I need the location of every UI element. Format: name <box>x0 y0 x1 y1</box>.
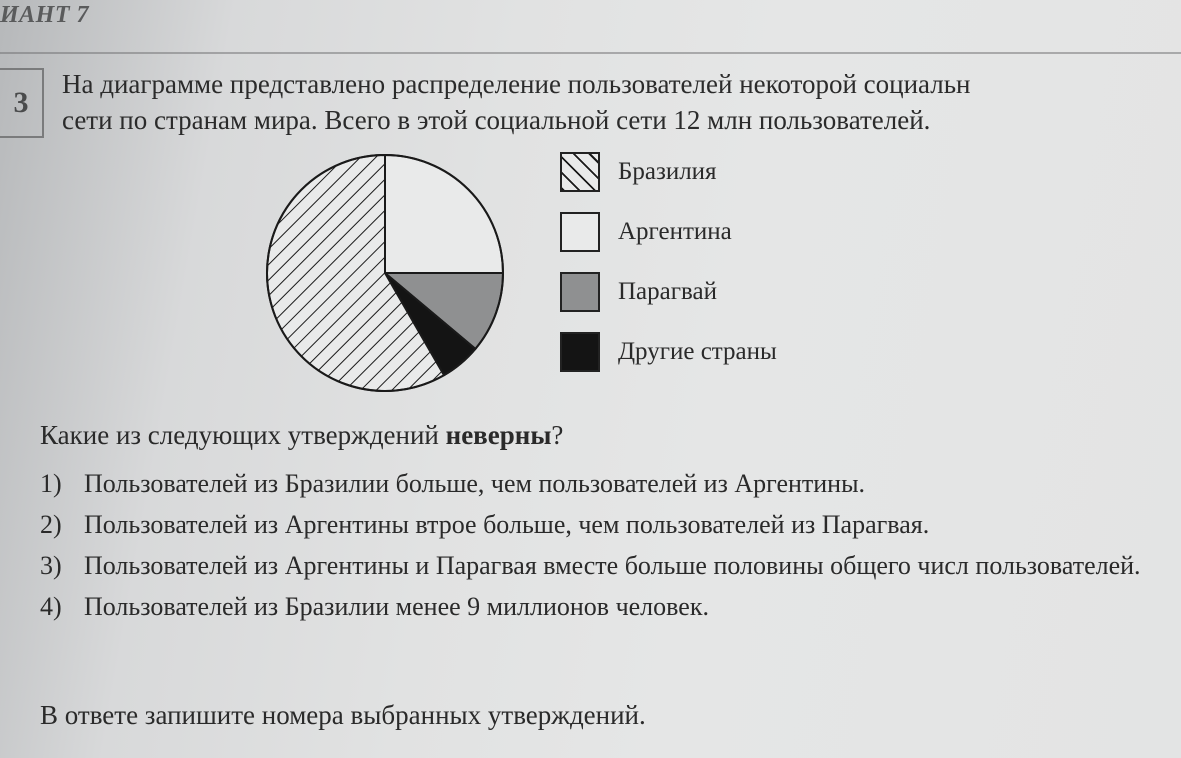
option-number: 4) <box>40 589 74 626</box>
legend: Бразилия Аргентина Парагвай Другие страны <box>560 152 777 372</box>
option-text: Пользователей из Бразилии больше, чем по… <box>84 466 865 503</box>
answer-hint: В ответе запишите номера выбранных утвер… <box>40 700 1181 731</box>
legend-row: Другие страны <box>560 332 777 372</box>
question-suffix: ? <box>551 420 563 450</box>
option-row: 4) Пользователей из Бразилии менее 9 милл… <box>40 589 1181 626</box>
task-text: На диаграмме представлено распределение … <box>62 66 1181 139</box>
pie-chart <box>260 148 510 398</box>
pie-slice <box>385 155 503 273</box>
legend-label: Аргентина <box>618 218 732 246</box>
option-text: Пользователей из Бразилии менее 9 миллио… <box>84 589 709 626</box>
option-text: Пользователей из Аргентины и Парагвая вм… <box>84 548 1141 585</box>
task-text-line2: сети по странам мира. Всего в этой социа… <box>62 105 930 135</box>
variant-label: ИАНТ 7 <box>0 2 89 29</box>
option-number: 3) <box>40 548 74 585</box>
option-number: 2) <box>40 507 74 544</box>
legend-swatch <box>560 152 600 192</box>
task-text-line1: На диаграмме представлено распределение … <box>62 69 971 99</box>
legend-label: Другие страны <box>618 338 777 366</box>
legend-label: Бразилия <box>618 158 717 186</box>
page: ИАНТ 7 3 На диаграмме представлено распр… <box>0 0 1181 758</box>
question: Какие из следующих утверждений неверны? <box>40 420 1181 451</box>
task-number: 3 <box>0 68 44 138</box>
option-number: 1) <box>40 466 74 503</box>
option-row: 3) Пользователей из Аргентины и Парагвая … <box>40 548 1181 585</box>
legend-swatch <box>560 332 600 372</box>
legend-row: Бразилия <box>560 152 777 192</box>
options-list: 1) Пользователей из Бразилии больше, чем … <box>40 466 1181 630</box>
option-row: 2) Пользователей из Аргентины втрое больш… <box>40 507 1181 544</box>
question-bold: неверны <box>446 420 552 450</box>
header-rule <box>0 52 1181 54</box>
figure: Бразилия Аргентина Парагвай Другие страны <box>260 148 960 408</box>
legend-row: Парагвай <box>560 272 777 312</box>
legend-swatch <box>560 212 600 252</box>
legend-row: Аргентина <box>560 212 777 252</box>
question-prefix: Какие из следующих утверждений <box>40 420 446 450</box>
option-row: 1) Пользователей из Бразилии больше, чем … <box>40 466 1181 503</box>
legend-swatch <box>560 272 600 312</box>
option-text: Пользователей из Аргентины втрое больше,… <box>84 507 929 544</box>
legend-label: Парагвай <box>618 278 717 306</box>
